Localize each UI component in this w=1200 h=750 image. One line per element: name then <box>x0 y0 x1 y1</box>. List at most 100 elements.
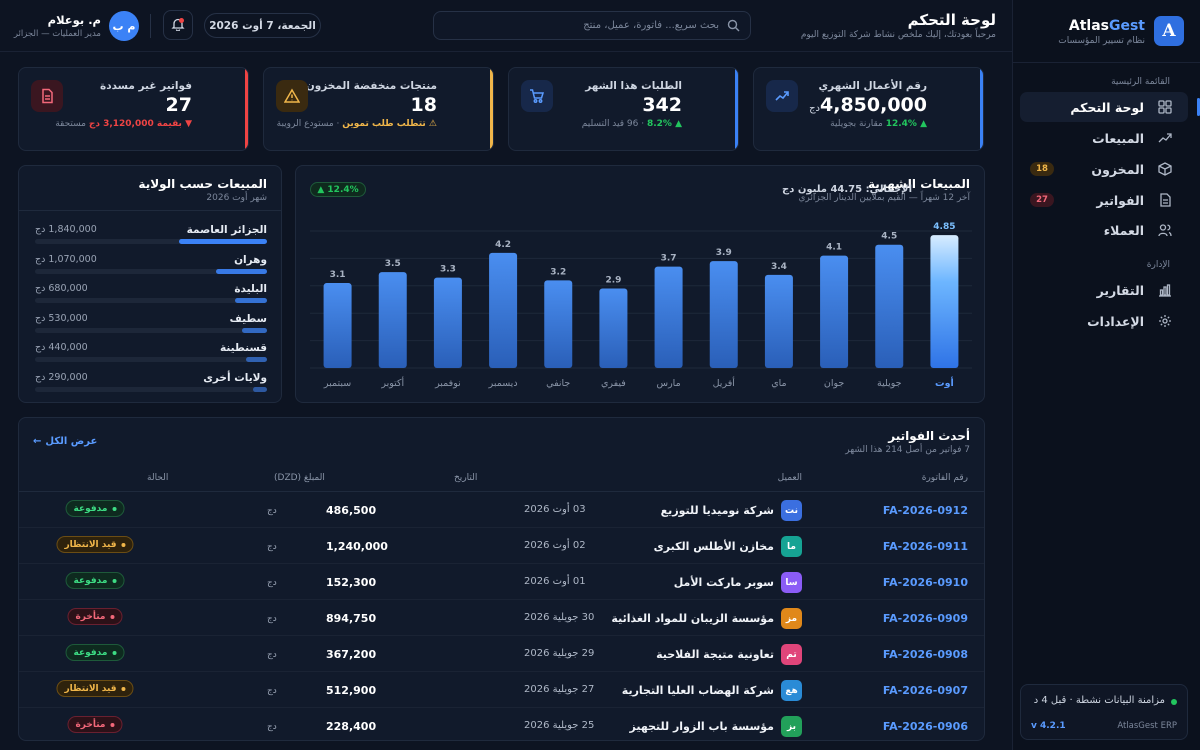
region-row[interactable]: الجزائر العاصمة 1,840,000 دج <box>35 224 267 254</box>
status-badge: قيد الانتظار <box>56 536 134 553</box>
sync-status-dot <box>1171 699 1177 705</box>
notification-dot <box>179 18 184 23</box>
invoice-amount: 512,900 <box>326 684 377 697</box>
region-row[interactable]: وهران 1,070,000 دج <box>35 254 267 284</box>
region-name: وهران <box>234 253 267 266</box>
table-row[interactable]: FA-2026-0912 نت شركة نوميديا للتوزيع 03 أوت… <box>19 492 984 528</box>
status-label: قيد الانتظار <box>64 683 117 694</box>
avatar[interactable]: م ب <box>109 11 139 41</box>
bar-11[interactable] <box>378 272 407 368</box>
kpi-card-revenue[interactable]: رقم الأعمال الشهري 4,850,000 دج ▲ 12.4% … <box>753 67 984 151</box>
invoice-number-link[interactable]: FA-2026-0907 <box>882 684 968 697</box>
customer-avatar: مز <box>781 608 802 629</box>
region-name: الجزائر العاصمة <box>186 224 267 236</box>
column-header-customer[interactable]: العميل <box>777 473 802 483</box>
column-header-invoice-no[interactable]: رقم الفاتورة <box>921 473 968 483</box>
bar-9[interactable] <box>489 252 518 368</box>
table-row[interactable]: FA-2026-0908 تم تعاونية متيجة الفلاحية 29 ج… <box>19 636 984 672</box>
status-badge: مدفوعة <box>65 572 125 589</box>
bar-3[interactable] <box>820 255 849 368</box>
search-icon <box>727 19 740 32</box>
region-row[interactable]: البليدة 680,000 دج <box>35 283 267 313</box>
customer-name: تعاونية متيجة الفلاحية <box>656 648 774 661</box>
region-bar-track <box>35 239 267 244</box>
bar-1[interactable] <box>930 235 959 368</box>
region-bar-fill <box>216 268 267 274</box>
bar-2[interactable] <box>875 244 904 368</box>
kpi-card-unpaid-invoices[interactable]: فواتير غير مسددة 27 ▼ بقيمة 3,120,000 دج… <box>18 67 249 151</box>
category-label: أفريل <box>713 376 736 389</box>
region-value: 290,000 دج <box>35 371 88 383</box>
brand[interactable]: A AtlasGest نظام تسيير المؤسسات <box>1024 14 1184 50</box>
bar-5[interactable] <box>709 261 738 368</box>
kpi-value: 18 <box>410 94 437 116</box>
bar-10[interactable] <box>433 277 462 368</box>
customer-name: شركة الهضاب العليا التجارية <box>621 684 774 697</box>
trend-icon <box>1158 131 1172 145</box>
kpi-card-orders[interactable]: الطلبات هذا الشهر 342 ▲ 8.2% · 96 قيد ال… <box>508 67 739 151</box>
status-dot <box>110 614 115 619</box>
region-row[interactable]: سطيف 530,000 دج <box>35 313 267 343</box>
bar-4[interactable] <box>764 274 793 368</box>
table-row[interactable]: FA-2026-0907 هع شركة الهضاب العليا التجاري… <box>19 672 984 708</box>
sidebar-item-settings[interactable]: الإعدادات <box>1020 306 1188 336</box>
invoice-number-link[interactable]: FA-2026-0911 <box>882 540 968 553</box>
sidebar-item-invoices[interactable]: الفواتير 27 <box>1020 185 1188 215</box>
table-row[interactable]: FA-2026-0910 سا سوبر ماركت الأمل 01 أوت 202… <box>19 564 984 600</box>
invoice-date: 03 أوت 2026 <box>524 504 586 515</box>
category-label: ديسمبر <box>488 378 518 389</box>
region-bar-fill <box>253 386 267 392</box>
search-input[interactable] <box>444 20 719 31</box>
view-all-link[interactable]: عرض الكل ← <box>33 436 97 447</box>
search-box[interactable] <box>433 11 751 40</box>
sidebar-item-customers[interactable]: العملاء <box>1020 215 1188 245</box>
region-bar-track <box>35 386 267 392</box>
column-header-status[interactable]: الحالة <box>147 473 169 483</box>
bar-value-label: 3.1 <box>330 270 346 280</box>
grid-icon <box>1158 100 1172 114</box>
sidebar-item-label: المخزون <box>1091 161 1144 177</box>
kpi-card-low-stock[interactable]: منتجات منخفضة المخزون 18 ⚠ تتطلب طلب تمو… <box>263 67 494 151</box>
region-row[interactable]: ولايات أخرى 290,000 دج <box>35 372 267 402</box>
invoice-number-link[interactable]: FA-2026-0909 <box>882 612 968 625</box>
customer-name: شركة نوميديا للتوزيع <box>660 504 774 517</box>
bar-value-label: 3.2 <box>550 267 566 277</box>
region-row[interactable]: قسنطينة 440,000 دج <box>35 342 267 372</box>
sidebar-item-reports[interactable]: التقارير <box>1020 275 1188 305</box>
notifications-button[interactable] <box>163 10 193 40</box>
kpi-note: مستحقة <box>55 119 86 129</box>
sidebar-item-dashboard[interactable]: لوحة التحكم <box>1020 92 1188 122</box>
brand-name-part1: Atlas <box>1068 18 1109 34</box>
column-header-date[interactable]: التاريخ <box>454 473 478 483</box>
document-icon <box>1158 193 1172 207</box>
bar-8[interactable] <box>544 280 573 368</box>
status-dot <box>110 722 115 727</box>
table-row[interactable]: FA-2026-0906 بز مؤسسة باب الزوار للتجهيز 25… <box>19 708 984 740</box>
sidebar-divider <box>1012 62 1200 63</box>
invoice-number-link[interactable]: FA-2026-0906 <box>882 720 968 733</box>
table-row[interactable]: FA-2026-0909 مز مؤسسة الزيبان للمواد الغذا… <box>19 600 984 636</box>
bar-6[interactable] <box>654 266 683 368</box>
view-all-label: عرض الكل <box>45 436 98 447</box>
kpi-note: مقارنة بجويلية <box>830 119 883 129</box>
column-header-amount[interactable]: المبلغ (DZD) <box>274 473 325 483</box>
sidebar-item-sales[interactable]: المبيعات <box>1020 123 1188 153</box>
table-row[interactable]: FA-2026-0911 ما مخازن الأطلس الكبرى 02 أوت … <box>19 528 984 564</box>
invoice-number-link[interactable]: FA-2026-0912 <box>882 504 968 517</box>
panel-title: أحدث الفواتير <box>888 429 970 443</box>
date-pill[interactable]: الجمعة، 7 أوت 2026 <box>204 13 321 38</box>
category-label: نوفمبر <box>434 378 461 389</box>
brand-subtitle: نظام تسيير المؤسسات <box>1058 36 1145 46</box>
kpi-unit: دج <box>809 103 820 114</box>
bar-7[interactable] <box>599 288 628 368</box>
bar-12[interactable] <box>323 283 352 368</box>
bar-value-label: 2.9 <box>605 276 621 286</box>
category-label: جوان <box>824 378 845 389</box>
region-bar-fill <box>179 239 267 244</box>
region-bar-track <box>35 298 267 303</box>
invoice-number-link[interactable]: FA-2026-0910 <box>882 576 968 589</box>
bar-value-label: 3.4 <box>771 262 787 272</box>
sidebar-item-inventory[interactable]: المخزون 18 <box>1020 154 1188 184</box>
table-header-divider <box>19 491 984 492</box>
invoice-number-link[interactable]: FA-2026-0908 <box>882 648 968 661</box>
